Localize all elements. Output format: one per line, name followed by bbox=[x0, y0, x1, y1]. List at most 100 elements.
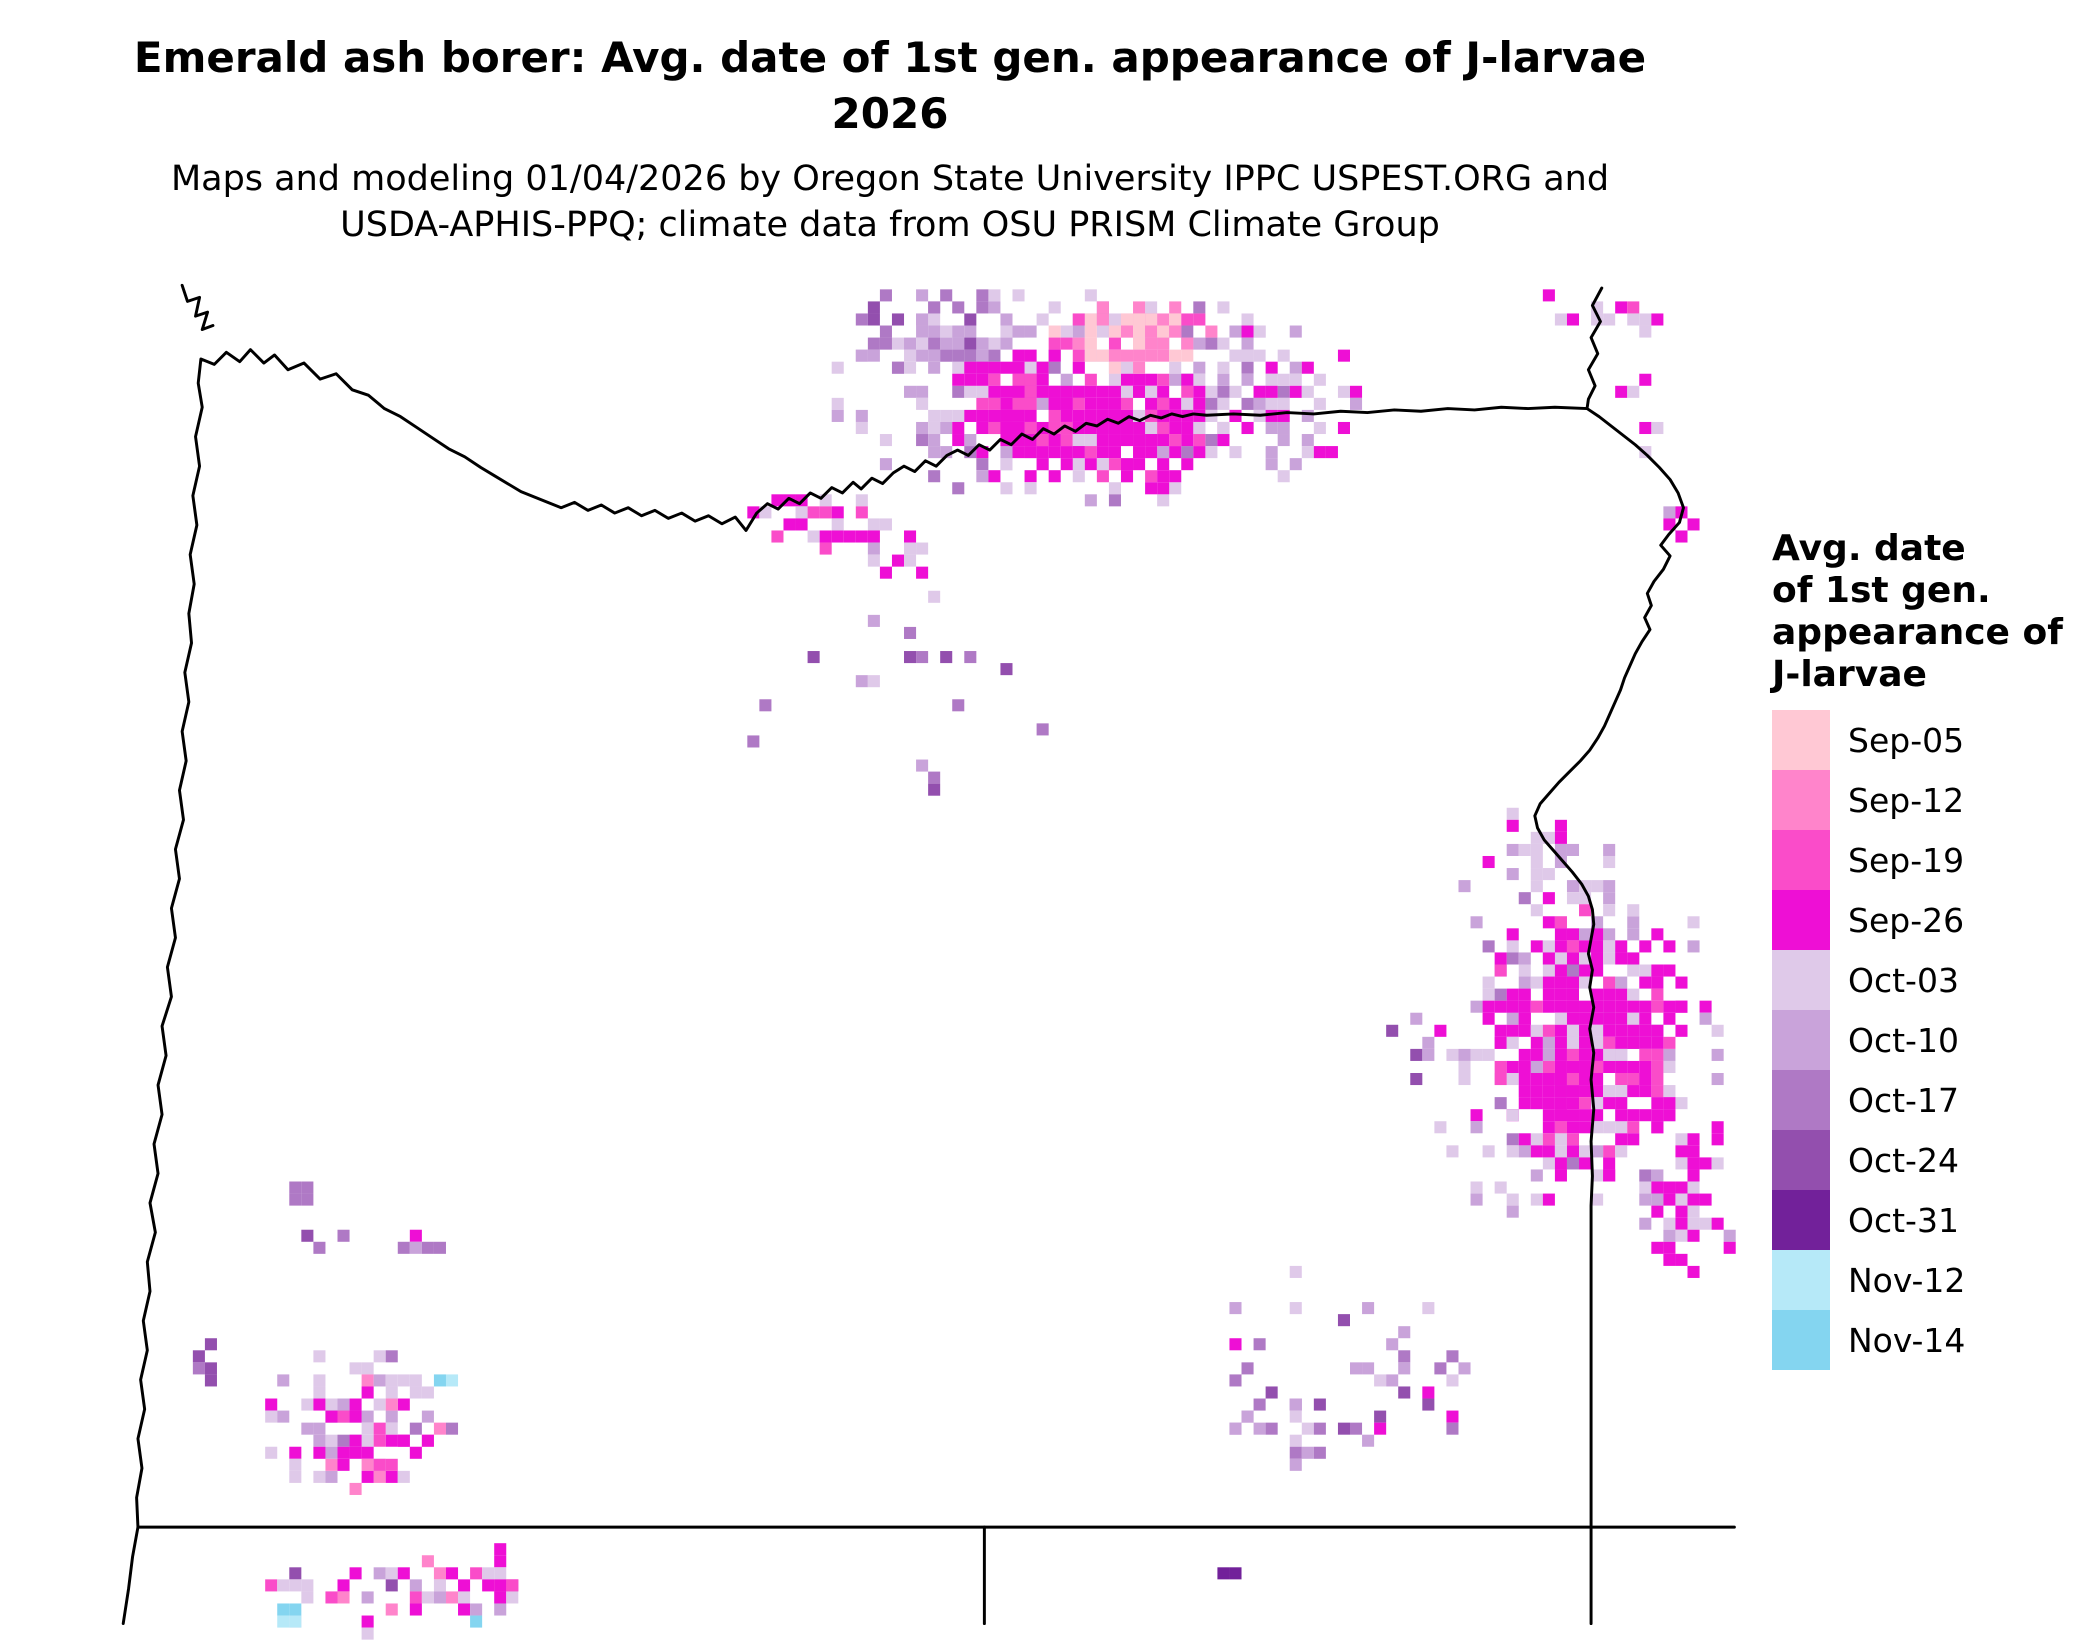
raster-cell bbox=[1301, 446, 1314, 459]
raster-cell bbox=[1699, 1000, 1712, 1013]
raster-cell bbox=[1566, 1024, 1580, 1037]
raster-cell bbox=[1048, 397, 1061, 410]
raster-cell bbox=[1639, 1181, 1652, 1194]
raster-cell bbox=[1603, 1085, 1616, 1098]
raster-cell bbox=[1229, 409, 1242, 422]
raster-cell bbox=[879, 337, 892, 350]
raster-cell bbox=[1651, 1241, 1664, 1254]
raster-cell bbox=[1566, 313, 1580, 326]
raster-cell bbox=[1157, 446, 1170, 459]
raster-cell bbox=[1482, 855, 1495, 869]
subtitle-line1: Maps and modeling 01/04/2026 by Oregon S… bbox=[170, 159, 1610, 199]
raster-cell bbox=[952, 325, 965, 338]
raster-cell bbox=[1651, 1024, 1664, 1037]
raster-cell bbox=[1193, 337, 1206, 350]
raster-cell bbox=[1615, 1012, 1628, 1025]
raster-cell bbox=[1084, 373, 1097, 386]
raster-cell bbox=[1603, 892, 1616, 905]
raster-cell bbox=[1542, 868, 1555, 881]
raster-cell bbox=[1277, 349, 1290, 362]
raster-cell bbox=[940, 289, 953, 302]
raster-cell bbox=[1000, 313, 1013, 326]
raster-cell bbox=[1145, 301, 1158, 314]
raster-cell bbox=[1229, 325, 1242, 338]
raster-cell bbox=[904, 651, 917, 664]
raster-cell bbox=[1566, 964, 1580, 977]
raster-cell bbox=[385, 1458, 398, 1471]
raster-cell bbox=[1615, 1145, 1628, 1158]
raster-cell bbox=[1591, 1036, 1604, 1049]
raster-cell bbox=[1579, 928, 1592, 941]
raster-cell bbox=[1615, 301, 1628, 314]
raster-cell bbox=[1506, 1024, 1519, 1037]
raster-cell bbox=[1651, 988, 1664, 1001]
raster-cell bbox=[289, 1181, 302, 1194]
raster-cell bbox=[337, 1446, 350, 1459]
raster-cell bbox=[1060, 409, 1073, 422]
raster-cell bbox=[1169, 373, 1182, 386]
raster-cell bbox=[928, 446, 941, 459]
raster-cell bbox=[1241, 349, 1254, 362]
raster-cell bbox=[1084, 385, 1097, 398]
legend-title-line: appearance of bbox=[1772, 612, 2063, 653]
raster-cell bbox=[1470, 1048, 1483, 1061]
raster-cell bbox=[1157, 349, 1170, 362]
raster-cell bbox=[1241, 337, 1254, 350]
raster-cell bbox=[1615, 1133, 1628, 1146]
raster-cell bbox=[421, 1386, 434, 1399]
raster-cell bbox=[1494, 952, 1507, 965]
raster-cell bbox=[1398, 1326, 1411, 1339]
raster-cell bbox=[1566, 1157, 1580, 1170]
raster-cell bbox=[855, 506, 868, 519]
raster-cell bbox=[831, 530, 844, 543]
raster-cell bbox=[1530, 1133, 1543, 1146]
raster-cell bbox=[1639, 1012, 1652, 1025]
raster-cell bbox=[1687, 1217, 1700, 1230]
raster-cell bbox=[1530, 1073, 1543, 1086]
raster-cell bbox=[1687, 1145, 1700, 1158]
raster-cell bbox=[313, 1241, 326, 1254]
raster-cell bbox=[433, 1374, 446, 1387]
raster-cell bbox=[301, 1579, 314, 1592]
raster-cell bbox=[1120, 470, 1134, 483]
raster-cell bbox=[1012, 434, 1025, 447]
raster-cell bbox=[1542, 940, 1555, 953]
raster-cell bbox=[916, 337, 929, 350]
raster-cell bbox=[1542, 1145, 1555, 1158]
raster-cell bbox=[1422, 1302, 1435, 1315]
raster-cell bbox=[1591, 1145, 1604, 1158]
raster-cell bbox=[1482, 976, 1495, 989]
raster-cell bbox=[1048, 301, 1061, 314]
raster-cell bbox=[1675, 1229, 1688, 1242]
raster-cell bbox=[1096, 458, 1109, 471]
raster-cell bbox=[988, 289, 1001, 302]
raster-cell bbox=[1012, 397, 1025, 410]
raster-cell bbox=[1277, 470, 1290, 483]
raster-cell bbox=[952, 699, 965, 712]
raster-cell bbox=[1350, 385, 1363, 398]
raster-cell bbox=[397, 1241, 410, 1254]
legend-item: Oct-24 bbox=[1772, 1130, 2092, 1190]
raster-cell bbox=[1036, 385, 1049, 398]
raster-cell bbox=[1036, 723, 1049, 736]
raster-cell bbox=[1289, 1302, 1302, 1315]
raster-cell bbox=[1699, 1217, 1712, 1230]
raster-cell bbox=[265, 1579, 278, 1592]
raster-cell bbox=[1313, 1398, 1326, 1411]
raster-cell bbox=[1169, 349, 1182, 362]
raster-cell bbox=[1554, 1097, 1567, 1110]
raster-cell bbox=[385, 1398, 398, 1411]
raster-cell bbox=[1060, 434, 1073, 447]
raster-cell bbox=[1157, 325, 1170, 338]
legend-label: Nov-14 bbox=[1848, 1320, 1966, 1360]
raster-cell bbox=[1217, 337, 1230, 350]
raster-cell bbox=[1072, 409, 1085, 422]
raster-cell bbox=[277, 1615, 290, 1628]
raster-cell bbox=[1554, 1024, 1567, 1037]
raster-cell bbox=[1675, 1253, 1688, 1266]
raster-cell bbox=[458, 1603, 471, 1616]
raster-cell bbox=[1542, 1085, 1555, 1098]
raster-cell bbox=[879, 289, 892, 302]
raster-cell bbox=[1530, 1000, 1543, 1013]
